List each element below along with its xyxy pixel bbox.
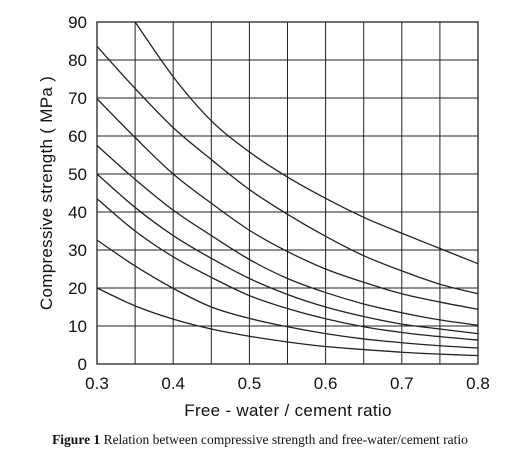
compressive-strength-chart: 0.3 0.4 0.5 0.6 0.7 0.8 0 10 20 30 40 50 60 70 80 90 Fr… [37,13,490,420]
y-tick-label: 60 [68,127,87,146]
figure-caption-text: Relation between compressive strength an… [103,432,468,447]
y-tick-label: 0 [78,355,87,374]
x-tick-label: 0.3 [85,374,109,393]
y-tick-label: 40 [68,203,87,222]
figure-caption-label: Figure 1 [52,432,101,447]
series-lines [96,21,479,357]
y-tick-label: 30 [68,241,87,260]
series-line-6 [96,198,479,341]
x-tick-label: 0.5 [238,374,262,393]
series-line-3 [96,98,479,310]
series-line-5 [96,173,479,335]
series-line-2 [96,45,479,295]
y-tick-label: 70 [68,89,87,108]
plot-frame [96,21,479,365]
y-tick-label: 10 [68,317,87,336]
y-tick-label: 80 [68,51,87,70]
series-line-8 [96,287,479,357]
y-tick-label: 20 [68,279,87,298]
x-tick-label: 0.4 [161,374,185,393]
y-tick-label: 50 [68,165,87,184]
x-tick-label: 0.6 [314,374,338,393]
grid-lines [97,22,478,364]
figure-caption: Figure 1 Relation between compressive st… [0,432,520,448]
tick-labels: 0.3 0.4 0.5 0.6 0.7 0.8 0 10 20 30 40 50 60 70 80 90 [68,13,490,393]
y-axis-title: Compressive strength ( MPa ) [37,76,56,310]
x-axis-title: Free - water / cement ratio [184,401,391,420]
series-line-1 [134,21,479,265]
x-tick-label: 0.7 [390,374,414,393]
y-tick-label: 90 [68,13,87,32]
x-tick-label: 0.8 [466,374,490,393]
series-line-4 [96,145,479,326]
series-line-7 [96,239,479,349]
